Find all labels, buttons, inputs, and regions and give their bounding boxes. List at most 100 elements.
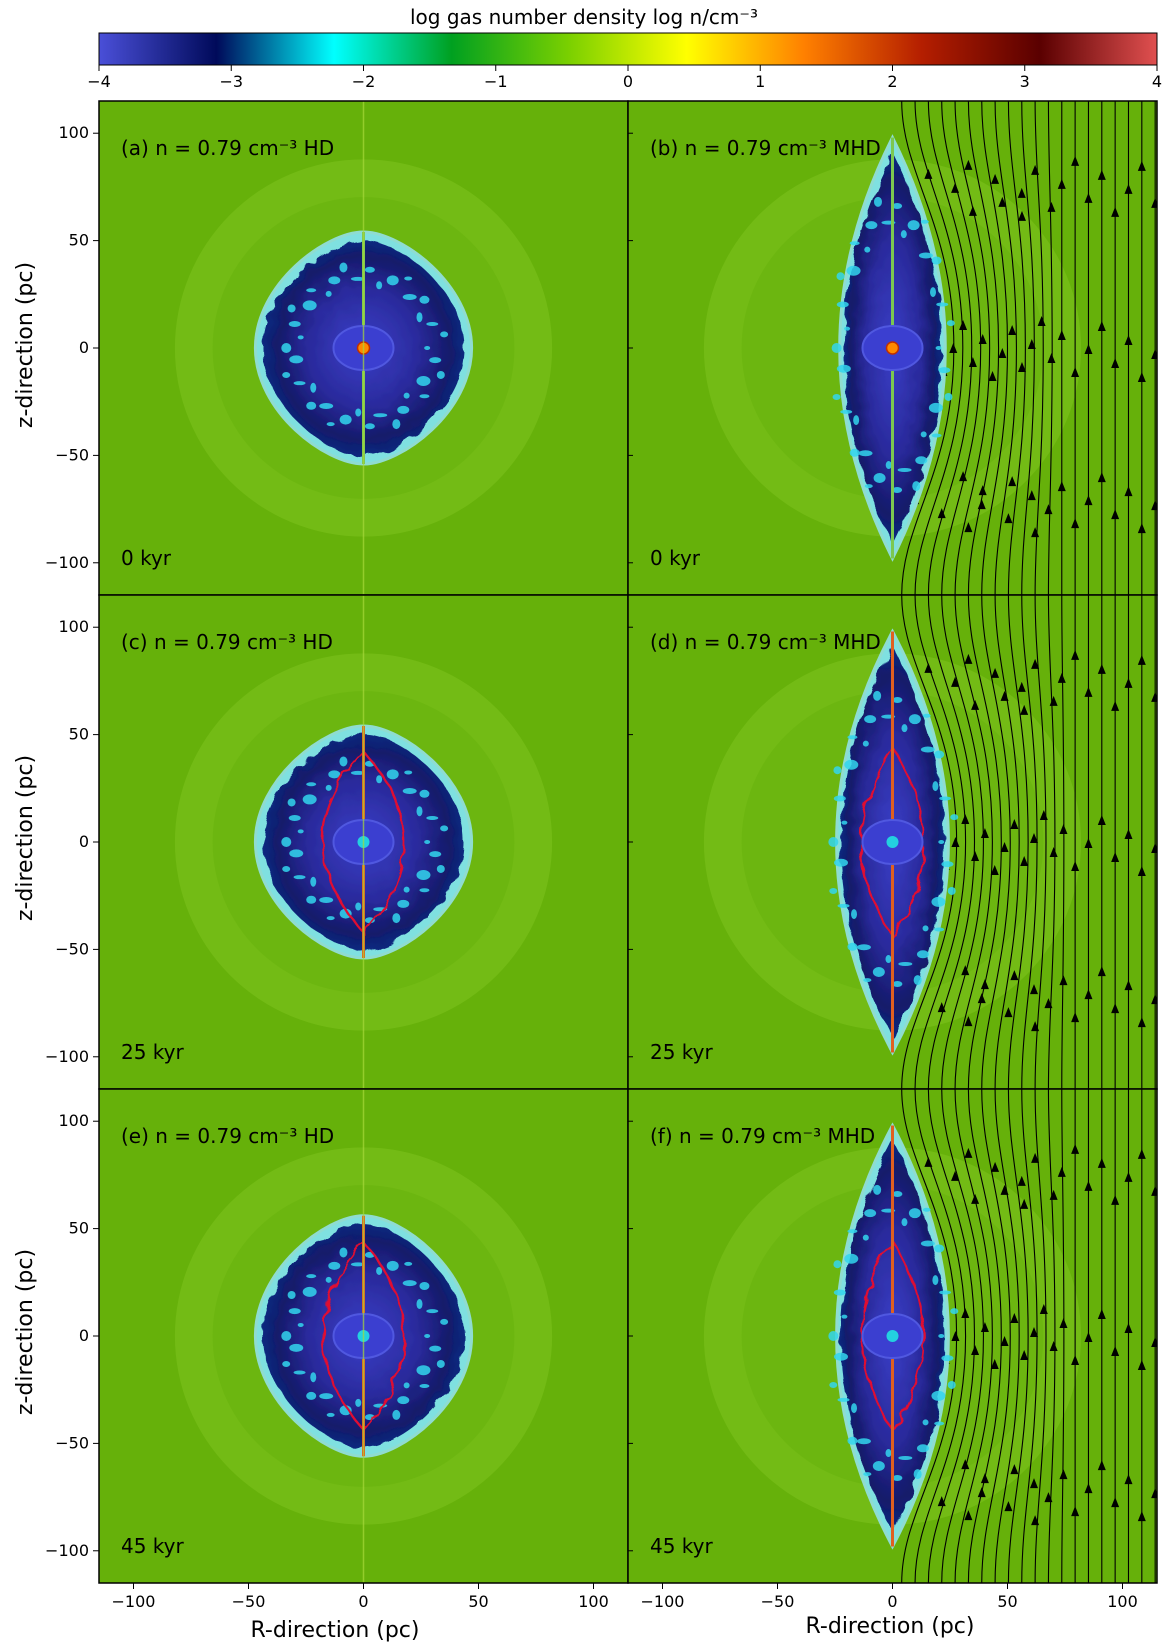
central-source [886, 836, 899, 848]
field-arrow [1057, 330, 1066, 340]
filament [419, 1282, 430, 1291]
field-arrow [1020, 1350, 1029, 1360]
filament [828, 837, 839, 847]
filament [833, 1260, 842, 1269]
filament [934, 1421, 945, 1426]
filament [416, 1365, 431, 1376]
field-arrow [988, 371, 997, 381]
field-arrow [1008, 476, 1017, 487]
x-tick-label: 50 [468, 1592, 488, 1611]
field-arrow [1137, 1148, 1146, 1159]
magnetic-field-lines [897, 1089, 1157, 1583]
filament [897, 467, 912, 472]
field-arrow [951, 837, 960, 847]
filament [339, 262, 348, 273]
colorbar-tick-label: 0 [623, 72, 633, 91]
field-line [1034, 1089, 1047, 1583]
filament [404, 276, 413, 281]
field-arrow [1084, 1332, 1093, 1342]
magnetic-field-lines [897, 101, 1157, 595]
colorbar-tick-label: 4 [1152, 72, 1162, 91]
filament [297, 1322, 304, 1327]
field-arrow [991, 173, 1000, 184]
time-label: 25 kyr [650, 1040, 714, 1064]
field-arrow [1037, 316, 1046, 326]
field-line [1047, 101, 1053, 595]
filament [892, 1474, 903, 1481]
field-arrow [1151, 691, 1157, 702]
filament [837, 903, 850, 908]
time-label: 0 kyr [121, 546, 172, 570]
filament [306, 782, 317, 787]
field-arrow [964, 653, 973, 664]
filament [302, 1286, 317, 1297]
filament [397, 405, 410, 414]
filament [376, 1266, 383, 1275]
filament [302, 300, 317, 311]
field-arrow [990, 1359, 999, 1369]
field-arrow [1124, 486, 1133, 497]
field-arrow [998, 196, 1007, 207]
filament [836, 364, 851, 373]
field-line [1007, 101, 1026, 595]
field-arrow [1124, 1474, 1133, 1485]
filament [326, 916, 335, 921]
filament [326, 1412, 335, 1417]
filament [289, 1343, 304, 1352]
filament [847, 1436, 858, 1445]
filament [947, 886, 956, 895]
field-arrow [1124, 1171, 1133, 1182]
field-arrow [1017, 187, 1026, 198]
field-arrow [964, 1147, 973, 1158]
field-arrow [1020, 704, 1029, 715]
field-line [1061, 1089, 1065, 1583]
field-arrow [1017, 210, 1026, 221]
panel-c: (c) n = 0.79 cm⁻³ HD 25 kyr 100 50 0 −50 −100 [45, 594, 629, 1090]
field-arrow [1097, 966, 1106, 977]
field-line [1007, 1089, 1029, 1583]
time-label: 45 kyr [650, 1534, 714, 1558]
field-arrow [1031, 658, 1040, 669]
y-tick-label: 100 [58, 617, 89, 636]
filament [306, 1274, 317, 1279]
field-arrow [1084, 686, 1093, 697]
filament [436, 370, 445, 379]
colorbar-tick-label: −3 [219, 72, 243, 91]
filament [872, 1461, 885, 1472]
filament [310, 1372, 317, 1383]
filament [287, 798, 296, 807]
colorbar-tick-label: −1 [484, 72, 508, 91]
y-tick-label: −50 [55, 939, 89, 958]
filament [828, 1331, 839, 1341]
filament [849, 448, 860, 457]
filament [281, 343, 292, 353]
filament [376, 281, 383, 290]
filament [892, 980, 903, 987]
field-arrow [1111, 1346, 1120, 1356]
filament [908, 714, 921, 725]
field-line [927, 595, 976, 1089]
filament [350, 276, 365, 281]
field-arrow [1111, 1194, 1120, 1205]
field-arrow [1057, 672, 1066, 683]
field-arrow [951, 1170, 960, 1181]
y-tick-label: 50 [69, 231, 89, 250]
field-arrow [1030, 1327, 1039, 1337]
field-arrow [1151, 1185, 1157, 1196]
filament [397, 1396, 410, 1405]
filament [851, 1403, 858, 1414]
filament [392, 913, 401, 924]
y-tick-label: 0 [79, 832, 89, 851]
field-arrow [937, 1002, 946, 1013]
filament [892, 203, 903, 210]
field-arrow [1047, 201, 1056, 212]
filament [419, 789, 430, 798]
field-arrow [1044, 998, 1053, 1009]
filament [939, 1290, 952, 1295]
filament [429, 357, 442, 364]
field-arrow [991, 1161, 1000, 1172]
colorbar-title: log gas number density log n/cm⁻³ [410, 5, 758, 29]
filament [872, 967, 885, 978]
y-tick-label: −50 [55, 1433, 89, 1452]
field-arrow [1071, 861, 1080, 871]
